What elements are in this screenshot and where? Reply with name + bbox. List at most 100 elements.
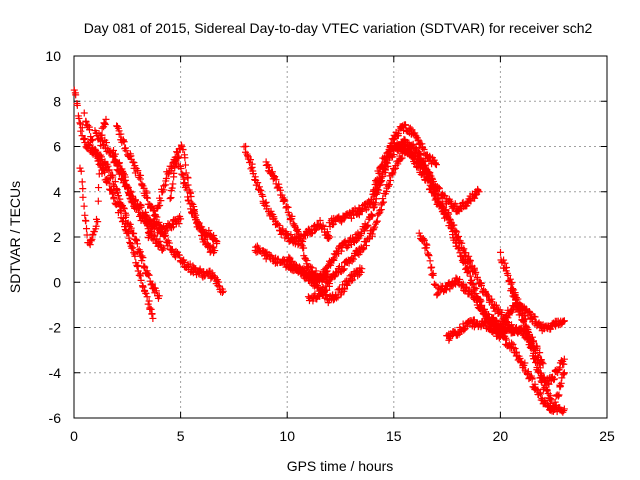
data-point — [168, 184, 176, 192]
data-point — [560, 317, 568, 325]
data-point — [560, 405, 568, 413]
data-point — [371, 223, 379, 231]
x-tick-label: 5 — [177, 428, 185, 444]
data-point — [141, 263, 149, 271]
data-point — [528, 375, 536, 383]
data-point — [424, 176, 432, 184]
data-point — [281, 197, 289, 205]
data-point — [560, 407, 568, 415]
data-point — [142, 290, 150, 298]
data-point — [136, 272, 144, 280]
data-point — [460, 245, 468, 253]
data-point — [473, 275, 481, 283]
data-point — [523, 324, 531, 332]
data-point — [126, 187, 134, 195]
data-point — [101, 119, 109, 127]
data-point — [149, 206, 157, 214]
data-point — [380, 198, 388, 206]
data-point — [181, 154, 189, 162]
data-point — [127, 188, 135, 196]
data-point — [350, 211, 358, 219]
data-point — [288, 257, 296, 265]
data-point — [87, 135, 95, 143]
data-point — [322, 268, 330, 276]
data-point — [550, 375, 558, 383]
data-point — [246, 156, 254, 164]
data-point — [162, 231, 170, 239]
data-point — [125, 234, 133, 242]
data-point — [120, 138, 128, 146]
data-point — [79, 193, 87, 201]
data-point — [453, 228, 461, 236]
data-point — [116, 203, 124, 211]
data-point — [358, 265, 366, 273]
data-point — [131, 196, 139, 204]
data-point — [218, 289, 226, 297]
data-point — [394, 129, 402, 137]
data-point — [334, 286, 342, 294]
data-point — [215, 278, 223, 286]
data-point — [178, 170, 186, 178]
data-point — [405, 144, 413, 152]
grid — [74, 56, 607, 418]
data-point — [543, 386, 551, 394]
y-tick-label: 8 — [53, 93, 61, 109]
data-point — [156, 201, 164, 209]
data-point — [526, 309, 534, 317]
series-pass-t — [76, 115, 110, 249]
data-point — [272, 176, 280, 184]
data-point — [368, 230, 376, 238]
data-point — [375, 210, 383, 218]
data-point — [330, 273, 338, 281]
y-tick-label: -2 — [49, 320, 62, 336]
data-point — [340, 265, 348, 273]
data-point — [211, 247, 219, 255]
data-point — [340, 239, 348, 247]
data-point — [212, 236, 220, 244]
data-point — [323, 267, 331, 275]
data-point — [109, 188, 117, 196]
data-point — [78, 124, 86, 132]
data-point — [504, 271, 512, 279]
data-point — [139, 283, 147, 291]
data-point — [157, 197, 165, 205]
data-point — [499, 318, 507, 326]
data-point — [471, 194, 479, 202]
data-point — [283, 203, 291, 211]
data-point — [470, 316, 478, 324]
data-point — [192, 211, 200, 219]
data-point — [429, 189, 437, 196]
data-point — [311, 226, 319, 234]
data-point — [165, 239, 173, 247]
data-point — [554, 392, 562, 400]
data-point — [458, 239, 466, 247]
data-point — [99, 165, 107, 173]
data-point — [428, 263, 436, 271]
data-point — [287, 231, 295, 239]
data-point — [373, 175, 381, 183]
data-point — [80, 202, 88, 210]
data-point — [368, 212, 376, 220]
data-point — [467, 263, 475, 271]
data-point — [79, 185, 87, 193]
data-point — [114, 192, 122, 200]
data-point — [122, 147, 130, 155]
data-point — [130, 159, 138, 167]
data-point — [492, 316, 500, 324]
data-point — [410, 155, 418, 163]
data-point — [462, 249, 470, 257]
data-point — [143, 193, 151, 201]
data-point — [323, 228, 331, 236]
data-point — [152, 287, 160, 295]
data-point — [415, 160, 423, 168]
data-point — [126, 238, 134, 246]
data-point — [560, 360, 568, 368]
data-point — [244, 152, 252, 160]
data-point — [478, 282, 486, 290]
data-point — [184, 174, 192, 182]
data-point — [341, 237, 349, 245]
data-point — [139, 254, 147, 262]
data-point — [420, 236, 428, 244]
data-point — [78, 178, 86, 186]
data-point — [514, 299, 522, 307]
